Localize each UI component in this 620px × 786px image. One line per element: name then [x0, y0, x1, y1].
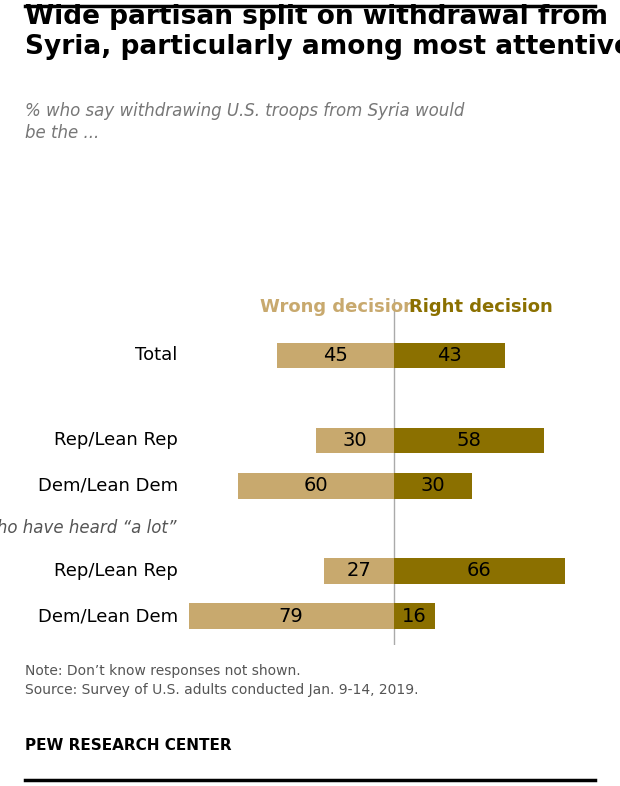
- Text: 16: 16: [402, 607, 427, 626]
- Text: 27: 27: [347, 561, 371, 580]
- Bar: [394, 473, 472, 498]
- Bar: [277, 343, 394, 368]
- Text: 60: 60: [304, 476, 328, 495]
- Text: Right decision: Right decision: [409, 298, 553, 316]
- Text: Dem/Lean Dem: Dem/Lean Dem: [38, 607, 178, 625]
- Text: % who say withdrawing U.S. troops from Syria would
be the ...: % who say withdrawing U.S. troops from S…: [25, 102, 464, 142]
- Bar: [324, 558, 394, 583]
- Text: 66: 66: [467, 561, 492, 580]
- Text: Among those who have heard “a lot”: Among those who have heard “a lot”: [0, 520, 178, 538]
- Bar: [394, 428, 544, 454]
- Text: 30: 30: [342, 431, 367, 450]
- Text: 58: 58: [456, 431, 481, 450]
- Bar: [188, 604, 394, 629]
- Text: PEW RESEARCH CENTER: PEW RESEARCH CENTER: [25, 738, 231, 753]
- Bar: [394, 604, 435, 629]
- Bar: [394, 343, 505, 368]
- Text: Rep/Lean Rep: Rep/Lean Rep: [54, 432, 178, 450]
- Text: 43: 43: [437, 346, 462, 365]
- Text: Total: Total: [135, 347, 178, 365]
- Text: 45: 45: [323, 346, 348, 365]
- Text: 79: 79: [279, 607, 304, 626]
- Text: Wrong decision: Wrong decision: [260, 298, 415, 316]
- Text: Wide partisan split on withdrawal from
Syria, particularly among most attentive: Wide partisan split on withdrawal from S…: [25, 4, 620, 60]
- Bar: [238, 473, 394, 498]
- Bar: [316, 428, 394, 454]
- Bar: [394, 558, 565, 583]
- Text: Rep/Lean Rep: Rep/Lean Rep: [54, 562, 178, 580]
- Text: Note: Don’t know responses not shown.
Source: Survey of U.S. adults conducted Ja: Note: Don’t know responses not shown. So…: [25, 664, 418, 696]
- Text: Dem/Lean Dem: Dem/Lean Dem: [38, 477, 178, 494]
- Text: 30: 30: [420, 476, 445, 495]
